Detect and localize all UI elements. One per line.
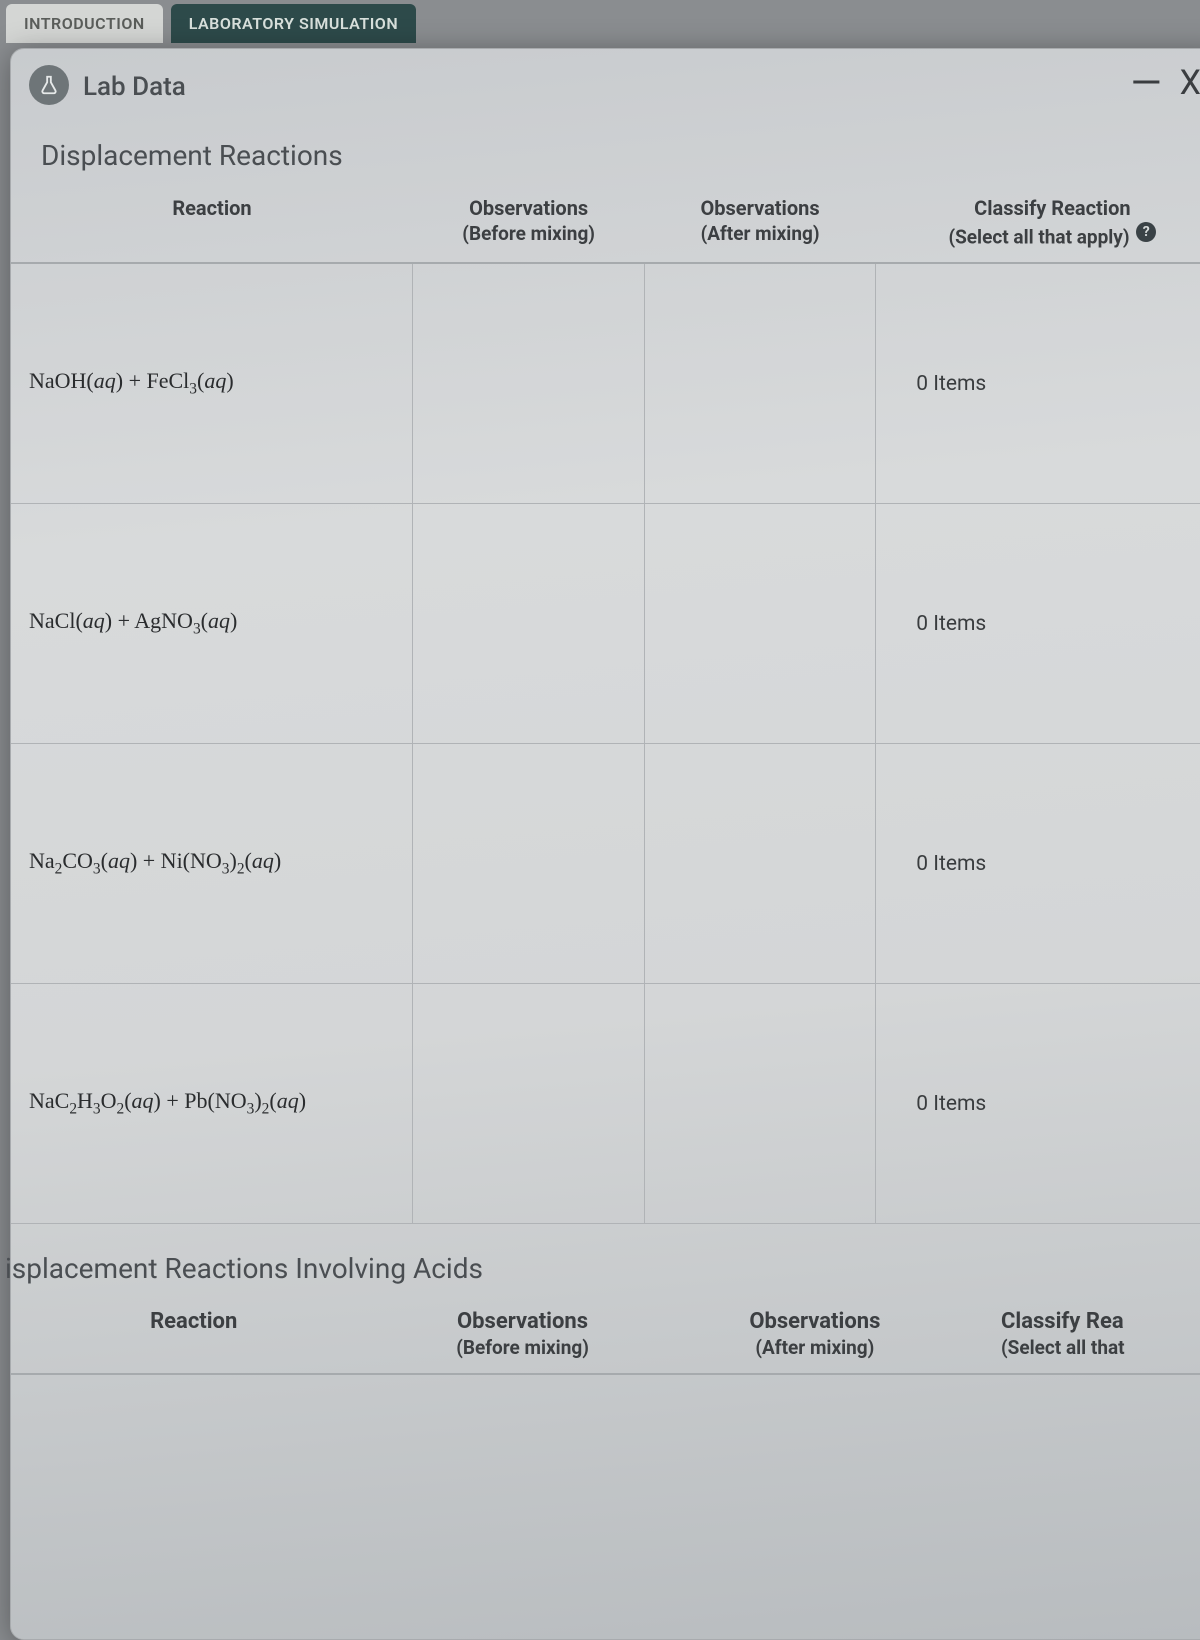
header2-classify: Classify Rea (Select all that	[961, 1299, 1200, 1374]
header2-reaction-label: Reaction	[150, 1309, 237, 1334]
tab-laboratory-simulation[interactable]: LABORATORY SIMULATION	[171, 4, 416, 43]
header-obs-after: Observations (After mixing)	[644, 186, 875, 263]
table-row: NaC2H3O2(aq) + Pb(NO3)2(aq) 0 Items	[11, 983, 1200, 1223]
header2-reaction: Reaction	[11, 1299, 376, 1374]
reaction-cell: NaOH(aq) + FeCl3(aq)	[11, 263, 413, 503]
header-obs-before: Observations (Before mixing)	[413, 186, 644, 263]
tab-introduction[interactable]: INTRODUCTION	[6, 4, 163, 43]
obs-before-cell[interactable]	[413, 263, 644, 503]
header-classify-label: Classify Reaction	[974, 196, 1130, 220]
header2-obs-before: Observations (Before mixing)	[376, 1299, 668, 1374]
header2-classify-label: Classify Rea	[1001, 1309, 1124, 1334]
header2-obs-before-label: Observations	[457, 1309, 588, 1334]
section-title-acids: isplacement Reactions Involving Acids	[5, 1224, 1200, 1299]
minimize-button[interactable]: —	[1130, 73, 1161, 93]
displacement-reactions-table: Reaction Observations (Before mixing) Ob…	[11, 186, 1200, 1224]
tab-bar: INTRODUCTION LABORATORY SIMULATION	[0, 0, 1200, 43]
items-count[interactable]: 0 Items	[886, 612, 986, 636]
obs-before-cell[interactable]	[413, 983, 644, 1223]
header-classify-sub-wrap: (Select all that apply) ?	[884, 222, 1200, 248]
header2-obs-before-sub: (Before mixing)	[384, 1336, 660, 1359]
header-obs-after-sub: (After mixing)	[652, 222, 867, 245]
obs-after-cell[interactable]	[644, 983, 875, 1223]
header2-obs-after: Observations (After mixing)	[669, 1299, 961, 1374]
lab-data-panel: Lab Data — X Displacement Reactions Reac…	[10, 48, 1200, 1640]
classify-cell[interactable]: 0 Items	[876, 743, 1200, 983]
obs-after-cell[interactable]	[644, 503, 875, 743]
classify-cell[interactable]: 0 Items	[876, 503, 1200, 743]
obs-before-cell[interactable]	[413, 743, 644, 983]
items-count[interactable]: 0 Items	[886, 852, 986, 876]
header-classify-sub: (Select all that apply)	[948, 225, 1129, 248]
header-obs-after-label: Observations	[700, 196, 819, 220]
section-title-displacement: Displacement Reactions	[11, 111, 1200, 186]
table-row: NaOH(aq) + FeCl3(aq) 0 Items	[11, 263, 1200, 503]
obs-before-cell[interactable]	[413, 503, 644, 743]
header2-classify-sub: (Select all that	[1001, 1336, 1200, 1359]
reaction-cell: NaC2H3O2(aq) + Pb(NO3)2(aq)	[11, 983, 413, 1223]
obs-after-cell[interactable]	[644, 263, 875, 503]
obs-after-cell[interactable]	[644, 743, 875, 983]
table-row: Na2CO3(aq) + Ni(NO3)2(aq) 0 Items	[11, 743, 1200, 983]
items-count[interactable]: 0 Items	[886, 372, 986, 396]
help-icon[interactable]: ?	[1136, 222, 1156, 242]
classify-cell[interactable]: 0 Items	[876, 983, 1200, 1223]
header-obs-before-label: Observations	[469, 196, 588, 220]
reaction-cell: Na2CO3(aq) + Ni(NO3)2(aq)	[11, 743, 413, 983]
panel-header: Lab Data — X	[11, 49, 1200, 111]
flask-icon	[29, 65, 69, 105]
window-controls: — X	[1130, 63, 1200, 103]
header-reaction-label: Reaction	[172, 196, 251, 220]
header-obs-before-sub: (Before mixing)	[421, 222, 636, 245]
header-classify: Classify Reaction (Select all that apply…	[876, 186, 1200, 263]
header2-obs-after-sub: (After mixing)	[677, 1336, 953, 1359]
items-count[interactable]: 0 Items	[886, 1092, 986, 1116]
header-reaction: Reaction	[11, 186, 413, 263]
reaction-cell: NaCl(aq) + AgNO3(aq)	[11, 503, 413, 743]
panel-title: Lab Data	[83, 72, 186, 102]
acids-reactions-table: Reaction Observations (Before mixing) Ob…	[11, 1299, 1200, 1375]
classify-cell[interactable]: 0 Items	[876, 263, 1200, 503]
table-row: NaCl(aq) + AgNO3(aq) 0 Items	[11, 503, 1200, 743]
header2-obs-after-label: Observations	[749, 1309, 880, 1334]
close-button[interactable]: X	[1180, 63, 1200, 103]
